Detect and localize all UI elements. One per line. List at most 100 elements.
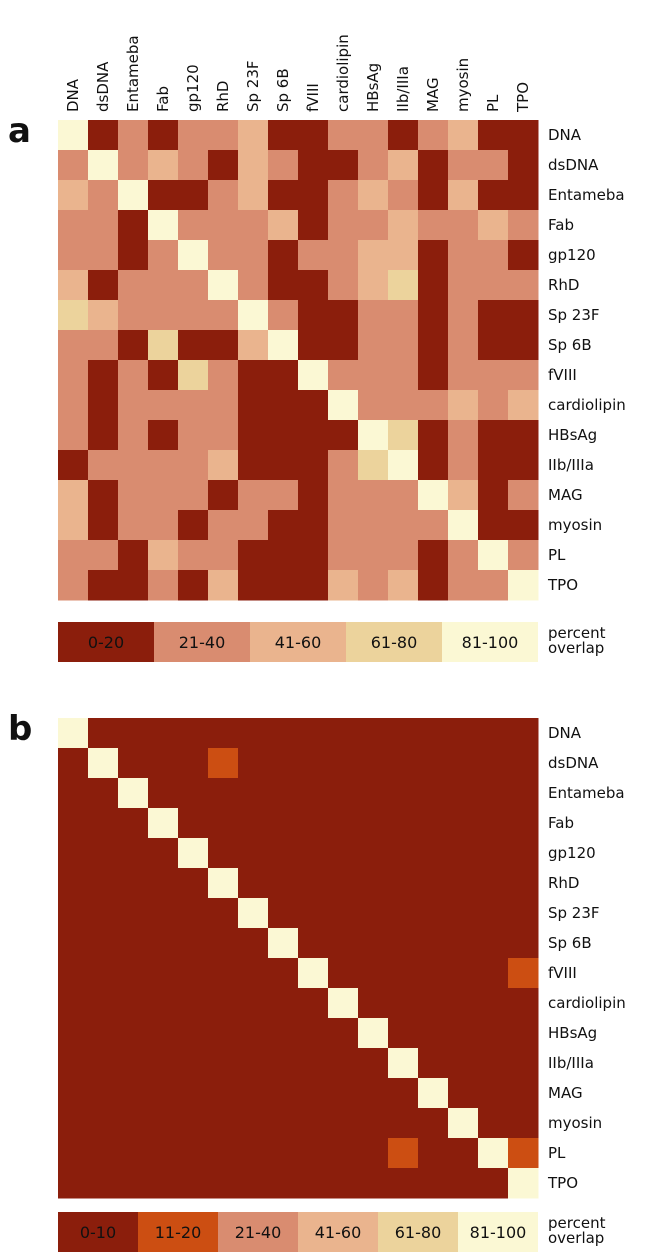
cell xyxy=(298,330,329,361)
cell xyxy=(448,838,479,869)
cell xyxy=(118,240,149,271)
cell xyxy=(88,1138,119,1169)
cell xyxy=(58,540,89,571)
cell xyxy=(388,988,419,1019)
cell xyxy=(58,868,89,899)
cell xyxy=(298,360,329,391)
cell xyxy=(298,988,329,1019)
legend-label: 21-40 xyxy=(179,633,226,652)
cell xyxy=(118,988,149,1019)
legend-swatch xyxy=(218,1212,298,1252)
cell xyxy=(328,300,359,331)
cell xyxy=(298,180,329,211)
cell xyxy=(208,120,239,151)
cell xyxy=(478,480,509,511)
row-label: Entameba xyxy=(548,784,625,802)
cell xyxy=(448,330,479,361)
cell xyxy=(238,360,269,391)
cell xyxy=(508,1078,539,1109)
cell xyxy=(238,120,269,151)
cell xyxy=(148,300,179,331)
cell xyxy=(388,570,419,601)
cell xyxy=(328,838,359,869)
cell xyxy=(358,480,389,511)
cell xyxy=(328,1048,359,1079)
cell xyxy=(328,210,359,241)
cell xyxy=(448,420,479,451)
cell xyxy=(388,808,419,839)
cell xyxy=(118,330,149,361)
cell xyxy=(58,1138,89,1169)
cell xyxy=(508,540,539,571)
cell xyxy=(448,928,479,959)
cell xyxy=(328,360,359,391)
cell xyxy=(208,1138,239,1169)
cell xyxy=(418,1168,449,1199)
cell xyxy=(88,360,119,391)
cell xyxy=(118,210,149,241)
cell xyxy=(388,1168,419,1199)
cell xyxy=(358,360,389,391)
cell xyxy=(328,180,359,211)
row-label: TPO xyxy=(547,1174,578,1192)
cell xyxy=(88,988,119,1019)
cell xyxy=(418,778,449,809)
cell xyxy=(478,1018,509,1049)
cell xyxy=(208,1048,239,1079)
cell xyxy=(178,928,209,959)
cell xyxy=(328,570,359,601)
cell xyxy=(448,718,479,749)
cell xyxy=(418,898,449,929)
cell xyxy=(268,1168,299,1199)
cell xyxy=(448,808,479,839)
cell xyxy=(388,510,419,541)
cell xyxy=(208,300,239,331)
cell xyxy=(508,1048,539,1079)
cell xyxy=(148,450,179,481)
cell xyxy=(178,898,209,929)
cell xyxy=(328,150,359,181)
cell xyxy=(118,1018,149,1049)
cell xyxy=(148,868,179,899)
cell xyxy=(298,420,329,451)
panel-label: a xyxy=(8,111,31,151)
cell xyxy=(268,718,299,749)
cell xyxy=(268,480,299,511)
cell xyxy=(478,718,509,749)
cell xyxy=(508,748,539,779)
cell xyxy=(388,868,419,899)
cell xyxy=(88,1048,119,1079)
cell xyxy=(388,150,419,181)
cell xyxy=(358,868,389,899)
column-label: RhD xyxy=(214,81,232,112)
cell xyxy=(268,150,299,181)
cell xyxy=(238,778,269,809)
cell xyxy=(148,1168,179,1199)
legend-swatch xyxy=(250,622,346,662)
cell xyxy=(118,450,149,481)
cell xyxy=(58,210,89,241)
row-label: MAG xyxy=(548,1084,583,1102)
cell xyxy=(508,120,539,151)
cell xyxy=(208,868,239,899)
cell xyxy=(148,270,179,301)
cell xyxy=(238,270,269,301)
cell xyxy=(118,808,149,839)
cell xyxy=(358,540,389,571)
cell xyxy=(478,510,509,541)
cell xyxy=(358,778,389,809)
cell xyxy=(298,748,329,779)
cell xyxy=(88,1018,119,1049)
cell xyxy=(358,1048,389,1079)
cell xyxy=(418,270,449,301)
row-label: Entameba xyxy=(548,186,625,204)
cell xyxy=(508,270,539,301)
cell xyxy=(88,480,119,511)
cell xyxy=(118,390,149,421)
cell xyxy=(148,958,179,989)
cell xyxy=(328,1138,359,1169)
cell xyxy=(448,180,479,211)
cell xyxy=(478,210,509,241)
cell xyxy=(478,240,509,271)
cell xyxy=(118,958,149,989)
